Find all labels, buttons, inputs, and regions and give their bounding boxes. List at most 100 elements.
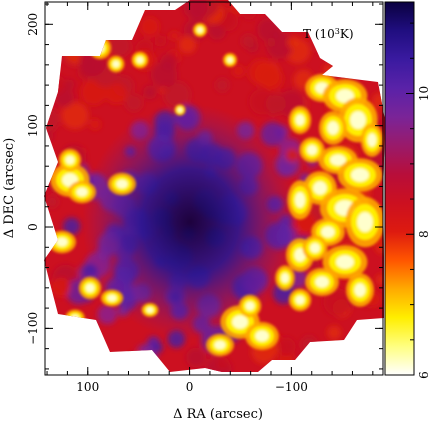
map-pixel <box>163 81 191 109</box>
hot-region <box>227 57 233 63</box>
map-pixel <box>63 217 81 235</box>
hot-region <box>255 330 269 342</box>
plot-frame <box>44 1 384 376</box>
hot-region <box>146 307 154 313</box>
y-axis-title: Δ DEC (arcsec) <box>2 138 17 239</box>
map-pixel <box>153 342 164 353</box>
colorbar-frame <box>384 1 415 376</box>
map-pixel <box>89 118 101 131</box>
hot-region <box>71 314 79 322</box>
map-pixel <box>219 12 239 31</box>
temperature-map <box>44 0 385 372</box>
hot-region <box>295 295 305 305</box>
map-pixel <box>128 350 147 369</box>
plot-axes: 100 0 −100 −100 0 100 200 <box>26 1 384 394</box>
colorbar-tick-label: 10 <box>417 86 431 101</box>
hot-region <box>313 181 327 195</box>
map-pixel <box>169 30 180 41</box>
map-pixel <box>88 358 101 370</box>
map-pixel <box>327 325 342 340</box>
map-pixel <box>78 34 103 59</box>
hot-region <box>307 145 317 155</box>
hot-region <box>177 107 183 113</box>
map-pixel <box>136 347 153 364</box>
colorbar-gradient <box>385 2 414 375</box>
map-pixel <box>68 0 93 20</box>
map-pixel <box>105 82 127 105</box>
hot-region <box>197 27 203 33</box>
y-tick-label: −100 <box>26 312 40 345</box>
map-pixel <box>297 350 320 372</box>
map-pixel <box>265 93 286 114</box>
colorbar: 6 8 10 <box>384 1 431 379</box>
y-tick-label: 200 <box>26 13 40 36</box>
hot-region <box>232 315 248 329</box>
map-pixel <box>265 37 276 48</box>
map-pixel <box>302 0 327 21</box>
map-pixel <box>178 35 197 54</box>
map-pixel <box>44 38 62 63</box>
map-pixel <box>285 148 299 162</box>
hot-region <box>116 179 128 189</box>
hot-region <box>95 43 105 53</box>
map-pixel <box>358 27 385 55</box>
map-pixel <box>61 101 89 130</box>
hot-region <box>294 248 306 262</box>
map-pixel <box>143 85 157 100</box>
map-pixel <box>328 50 357 79</box>
hot-region <box>214 340 226 350</box>
hot-region <box>351 168 369 182</box>
map-pixel <box>359 28 372 42</box>
y-tick-label: 0 <box>26 223 40 231</box>
hot-region <box>92 40 108 56</box>
hot-region <box>68 312 82 324</box>
colorbar-tick-label: 6 <box>417 371 431 379</box>
map-pixel <box>375 274 385 285</box>
x-tick-label: −100 <box>275 380 308 394</box>
map-pixel <box>133 0 150 10</box>
y-tick-label: 100 <box>26 114 40 137</box>
map-pixel <box>160 53 178 71</box>
map-pixel <box>350 40 362 52</box>
colorbar-tick-label: 8 <box>417 230 431 238</box>
map-pixel <box>54 87 75 108</box>
hot-region <box>310 243 320 253</box>
hot-region <box>354 283 366 297</box>
hot-region <box>321 226 335 238</box>
map-pixel <box>64 79 75 90</box>
hot-region <box>295 114 305 126</box>
map-pixel <box>49 6 67 24</box>
map-pixel <box>260 67 284 91</box>
hot-region <box>350 111 366 129</box>
hot-region <box>367 133 377 147</box>
map-pixel <box>45 195 59 209</box>
hot-region <box>65 155 75 165</box>
map-pixel <box>186 347 206 368</box>
hot-region <box>136 56 144 64</box>
hot-region <box>107 294 117 302</box>
map-pixel <box>125 94 143 112</box>
map-pixel <box>101 15 114 28</box>
map-pixel <box>67 22 79 33</box>
map-pixel <box>363 336 385 358</box>
map-pixel <box>300 335 318 353</box>
x-axis-title: Δ RA (arcsec) <box>173 407 263 422</box>
hot-region <box>245 301 255 311</box>
map-pixel <box>215 78 230 93</box>
map-pixel <box>109 35 131 57</box>
hot-region <box>357 212 373 232</box>
map-pixel <box>241 34 256 49</box>
map-pixel <box>140 16 160 37</box>
map-pixel <box>303 361 322 372</box>
hot-region <box>281 273 289 283</box>
map-pixel <box>323 288 352 316</box>
x-tick-label: 100 <box>76 380 99 394</box>
map-pixel <box>355 7 369 22</box>
map-pixel <box>287 36 300 49</box>
cool-core <box>82 104 298 340</box>
hot-region <box>315 276 329 288</box>
map-pixel <box>349 55 367 74</box>
hot-region <box>336 89 354 103</box>
x-tick-label: 0 <box>186 380 194 394</box>
